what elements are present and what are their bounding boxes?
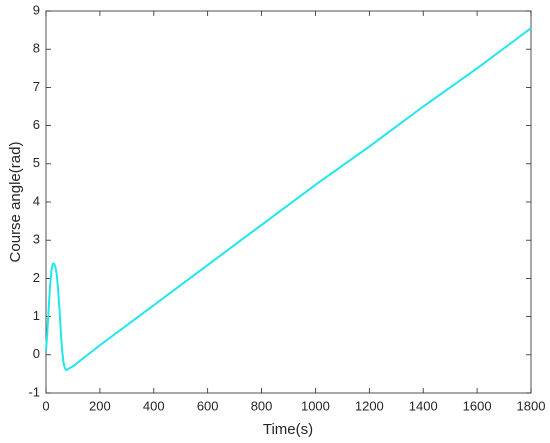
y-tick-label: 0: [33, 346, 40, 361]
x-tick-label: 1800: [517, 398, 546, 413]
data-line: [45, 27, 532, 372]
y-axis-label: Course angle(rad): [7, 142, 24, 263]
y-tick-label: 3: [33, 232, 40, 247]
y-tick-label: -1: [28, 384, 40, 399]
y-tick-label: 6: [33, 117, 40, 132]
y-tick-label: 1: [33, 308, 40, 323]
x-tick-label: 600: [197, 398, 219, 413]
x-tick-label: 1000: [301, 398, 330, 413]
y-tick-label: 5: [33, 155, 40, 170]
x-tick-label: 1600: [463, 398, 492, 413]
x-tick-label: 1400: [409, 398, 438, 413]
plot-area: [45, 10, 532, 394]
y-tick-label: 9: [33, 2, 40, 17]
x-axis-label: Time(s): [263, 421, 313, 438]
y-tick-label: 4: [33, 193, 40, 208]
x-tick-label: 1200: [355, 398, 384, 413]
x-tick-label: 200: [89, 398, 111, 413]
y-tick-label: 7: [33, 79, 40, 94]
x-tick-label: 400: [143, 398, 165, 413]
y-tick-label: 2: [33, 270, 40, 285]
y-tick-label: 8: [33, 41, 40, 56]
x-tick-label: 800: [251, 398, 273, 413]
x-tick-label: 0: [42, 398, 49, 413]
